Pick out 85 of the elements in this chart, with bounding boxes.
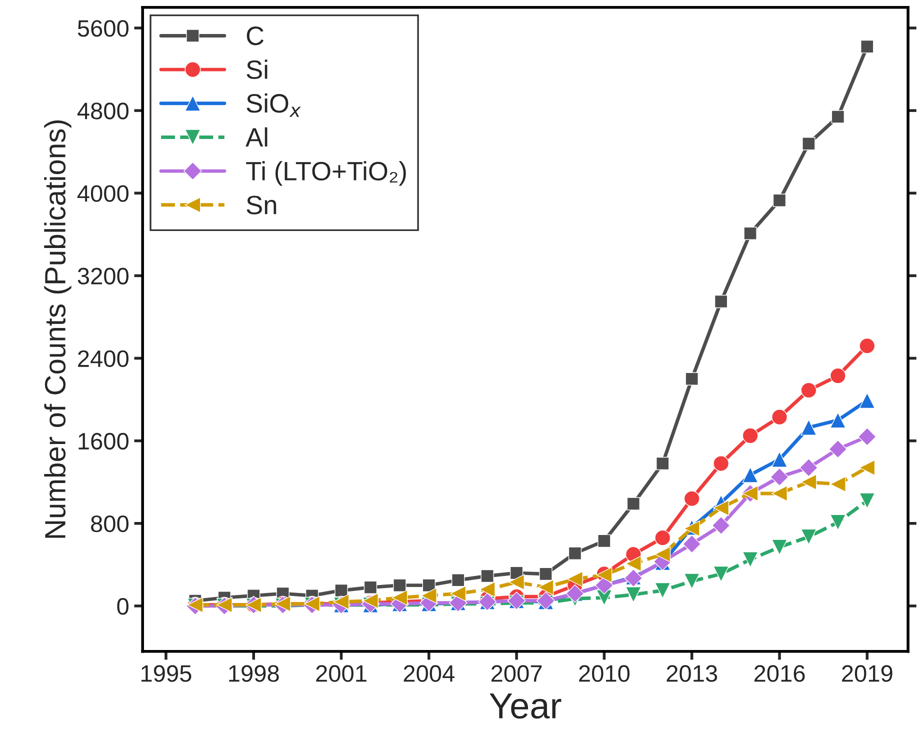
x-tick-label: 2013: [666, 665, 718, 682]
point: [598, 534, 611, 548]
point: [800, 528, 817, 545]
x-tick-label: 2004: [404, 665, 454, 682]
point: [654, 582, 671, 598]
point: [656, 456, 670, 470]
point: [858, 428, 876, 446]
point: [772, 539, 788, 556]
y-tick-label: 4800: [77, 102, 128, 120]
point: [830, 368, 846, 384]
point: [452, 574, 465, 587]
y-tick-label: 1600: [78, 432, 128, 450]
x-tick-label: 1995: [142, 665, 192, 682]
x-axis-title: Year: [490, 693, 562, 719]
point: [800, 458, 818, 477]
point: [508, 574, 525, 590]
y-tick-label: 0: [117, 598, 128, 615]
point: [800, 419, 817, 436]
point: [538, 579, 554, 596]
point: [800, 474, 817, 490]
point: [830, 412, 846, 428]
point: [566, 571, 583, 588]
point: [626, 497, 640, 510]
point: [859, 492, 876, 509]
y-tick-label: 800: [91, 515, 128, 532]
point: [625, 586, 642, 603]
point: [568, 546, 582, 560]
y-tick-label: 3200: [78, 268, 128, 284]
x-tick-label: 2019: [842, 665, 892, 682]
point: [393, 578, 406, 592]
point: [479, 581, 496, 598]
point: [770, 468, 789, 486]
y-tick-label: 2400: [78, 350, 128, 368]
point: [682, 534, 702, 554]
point: [539, 567, 552, 581]
point: [802, 136, 816, 150]
x-tick-label: 2016: [754, 665, 805, 682]
x-tick-label: 2010: [579, 665, 630, 682]
point: [420, 588, 437, 604]
point: [654, 546, 671, 562]
point: [828, 440, 848, 458]
point: [625, 556, 642, 572]
point: [830, 514, 846, 530]
legend-label: C: [246, 26, 264, 46]
point: [744, 226, 757, 240]
point: [713, 500, 730, 516]
x-tick-label: 2007: [491, 665, 542, 682]
point: [480, 569, 494, 583]
point: [772, 451, 788, 468]
point: [800, 382, 817, 398]
point: [713, 566, 730, 582]
point: [772, 194, 786, 207]
point: [772, 485, 788, 502]
point: [714, 294, 728, 308]
legend-label: Sn: [246, 196, 276, 214]
legend-label: SiO$_{x}$: [246, 93, 301, 117]
point: [772, 409, 788, 426]
point: [392, 590, 408, 606]
point: [364, 580, 378, 594]
point: [450, 586, 466, 602]
point: [859, 460, 876, 476]
point: [684, 573, 700, 590]
point: [831, 110, 845, 124]
point: [684, 490, 700, 507]
x-tick-label: 1998: [229, 665, 279, 682]
point: [712, 516, 730, 535]
y-tick-label: 4000: [77, 185, 128, 202]
point: [422, 578, 436, 592]
point: [742, 552, 758, 568]
x-tick-label: 2001: [316, 665, 366, 682]
point: [713, 456, 730, 472]
point: [742, 428, 758, 444]
point: [742, 466, 758, 483]
point: [685, 372, 698, 386]
point: [859, 392, 876, 409]
legend-label: Ti (LTO+TiO₂): [246, 161, 406, 186]
point: [859, 338, 876, 354]
y-axis-title: Number of Counts (Publications): [44, 120, 72, 538]
point: [860, 40, 874, 54]
y-tick-label: 5600: [78, 20, 128, 37]
point: [654, 530, 671, 546]
point: [830, 476, 846, 492]
point: [334, 584, 348, 598]
legend-label: Si: [246, 60, 268, 80]
legend-label: Al: [246, 127, 268, 146]
